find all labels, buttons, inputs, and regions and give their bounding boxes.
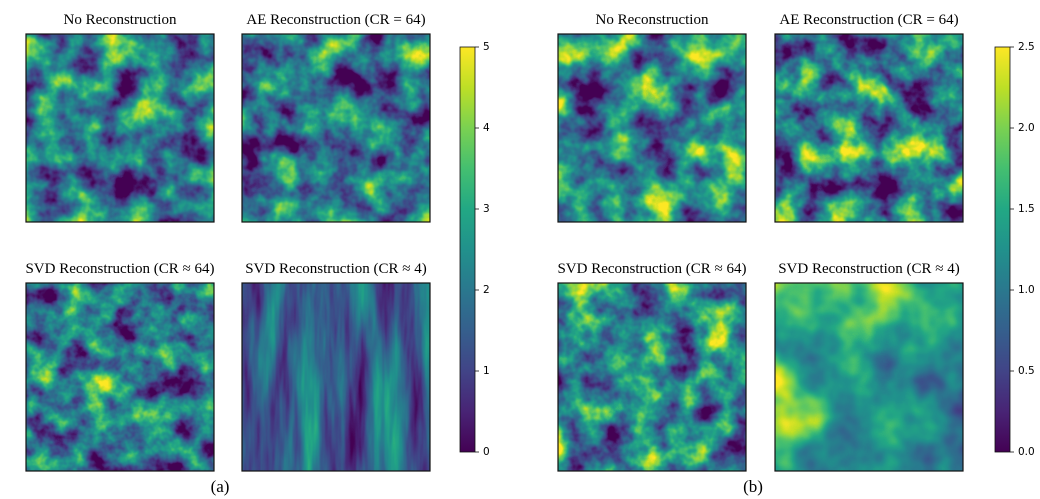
colorbar-tick-label: 0 <box>483 446 490 458</box>
image-title: SVD Reconstruction (CR ≈ 64) <box>557 261 746 277</box>
field-image <box>242 34 430 222</box>
colorbar-tick-label: 1.5 <box>1018 203 1035 215</box>
field-image <box>775 283 963 471</box>
colorbar <box>995 47 1010 452</box>
field-image <box>242 283 430 471</box>
image-title: SVD Reconstruction (CR ≈ 4) <box>778 261 960 277</box>
image-title: No Reconstruction <box>64 12 177 28</box>
image-title: SVD Reconstruction (CR ≈ 64) <box>25 261 214 277</box>
colorbar-tick-label: 1 <box>483 365 490 377</box>
colorbar-tick-label: 0.0 <box>1018 446 1035 458</box>
figure: No Reconstruction AE Reconstruction (CR =… <box>0 0 1040 499</box>
panel-label: (a) <box>211 477 230 496</box>
colorbar-tick-label: 4 <box>483 122 490 134</box>
colorbar <box>460 47 475 452</box>
colorbar-tick-label: 2.0 <box>1018 122 1035 134</box>
image-title: AE Reconstruction (CR = 64) <box>246 12 425 28</box>
field-image <box>775 34 963 222</box>
colorbar-tick-label: 1.0 <box>1018 284 1035 296</box>
image-title: SVD Reconstruction (CR ≈ 4) <box>245 261 427 277</box>
image-title: No Reconstruction <box>596 12 709 28</box>
colorbar-tick-label: 2.5 <box>1018 41 1035 53</box>
colorbar-tick-label: 2 <box>483 284 490 296</box>
field-image <box>558 34 746 222</box>
colorbar-tick-label: 3 <box>483 203 490 215</box>
field-image <box>26 283 214 471</box>
colorbar-tick-label: 0.5 <box>1018 365 1035 377</box>
image-title: AE Reconstruction (CR = 64) <box>779 12 958 28</box>
panel-label: (b) <box>743 477 763 496</box>
field-image <box>558 283 746 471</box>
field-image <box>26 34 214 222</box>
colorbar-tick-label: 5 <box>483 41 490 53</box>
